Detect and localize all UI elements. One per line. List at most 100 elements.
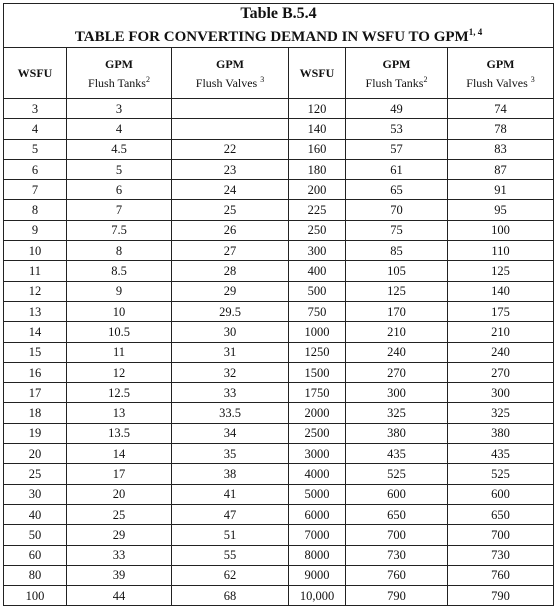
cell-gpm-flush-valves: 51 — [171, 524, 289, 546]
cell-gpm-flush-tanks-right: 85 — [345, 240, 448, 262]
cell-gpm-flush-tanks-right: 53 — [345, 118, 448, 140]
cell-wsfu-right: 9000 — [288, 564, 346, 587]
cell-gpm-flush-valves: 23 — [171, 158, 289, 181]
cell-gpm-flush-valves: 27 — [171, 240, 289, 262]
table-row: 8 7 25 225 70 95 — [3, 199, 555, 221]
header-wsfu-right: WSFU — [288, 47, 346, 99]
cell-wsfu: 8 — [3, 199, 67, 221]
cell-gpm-flush-tanks: 14 — [66, 443, 172, 465]
cell-wsfu-right: 1000 — [288, 321, 346, 343]
table-row: 19 13.5 34 2500 380 380 — [3, 422, 555, 445]
table-number: Table B.5.4 — [240, 5, 317, 22]
cell-gpm-flush-valves: 29 — [171, 280, 289, 302]
cell-gpm-flush-valves-right: 78 — [446, 118, 555, 140]
cell-gpm-flush-valves-right: 125 — [446, 260, 555, 282]
cell-gpm-flush-tanks-right: 730 — [345, 544, 448, 566]
cell-gpm-flush-tanks-right: 525 — [345, 463, 448, 485]
cell-gpm-flush-tanks-right: 760 — [345, 564, 448, 587]
table-row: 18 13 33.5 2000 325 325 — [3, 402, 555, 424]
cell-wsfu-right: 2500 — [288, 422, 346, 445]
cell-gpm-flush-tanks: 29 — [66, 524, 172, 546]
cell-wsfu-right: 1750 — [288, 382, 346, 404]
table-row: 9 7.5 26 250 75 100 — [3, 219, 555, 242]
cell-wsfu: 80 — [3, 564, 67, 587]
cell-gpm-flush-tanks-right: 270 — [345, 361, 448, 384]
cell-wsfu: 25 — [3, 463, 67, 485]
cell-wsfu-right: 7000 — [288, 524, 346, 546]
wsfu-to-gpm-table: Table B.5.4 TABLE FOR CONVERTING DEMAND … — [2, 3, 555, 606]
cell-wsfu-right: 200 — [288, 179, 346, 201]
cell-gpm-flush-valves-right: 100 — [446, 219, 555, 242]
cell-gpm-flush-tanks: 33 — [66, 544, 172, 566]
cell-gpm-flush-tanks: 39 — [66, 564, 172, 587]
cell-wsfu-right: 3000 — [288, 443, 346, 465]
cell-gpm-flush-tanks: 7 — [66, 199, 172, 221]
header-row: WSFU GPM Flush Tanks2 GPM Flush Valves 3… — [3, 47, 555, 99]
header-flush-valves-footnote: 3 — [530, 74, 535, 84]
cell-wsfu: 10 — [3, 240, 67, 262]
table-row: 80 39 62 9000 760 760 — [3, 564, 555, 587]
cell-gpm-flush-valves-right: 270 — [446, 361, 555, 384]
table-row: 12 9 29 500 125 140 — [3, 280, 555, 302]
cell-wsfu: 40 — [3, 503, 67, 526]
table-row: 13 10 29.5 750 170 175 — [3, 300, 555, 323]
cell-gpm-flush-valves: 26 — [171, 219, 289, 242]
cell-gpm-flush-valves-right: 325 — [446, 402, 555, 424]
cell-wsfu-right: 1250 — [288, 341, 346, 363]
cell-gpm-flush-valves: 47 — [171, 503, 289, 526]
cell-gpm-flush-tanks: 8 — [66, 240, 172, 262]
cell-gpm-flush-valves-right: 380 — [446, 422, 555, 445]
cell-gpm-flush-valves: 33 — [171, 382, 289, 404]
cell-gpm-flush-valves-right: 240 — [446, 341, 555, 363]
table-row: 5 4.5 22 160 57 83 — [3, 138, 555, 160]
cell-gpm-flush-tanks: 10 — [66, 300, 172, 323]
cell-gpm-flush-tanks: 17 — [66, 463, 172, 485]
cell-wsfu: 19 — [3, 422, 67, 445]
cell-wsfu-right: 160 — [288, 138, 346, 160]
cell-gpm-flush-tanks-right: 240 — [345, 341, 448, 363]
header-gpm-label: GPM — [486, 56, 515, 71]
header-wsfu-left: WSFU — [3, 47, 67, 99]
cell-gpm-flush-tanks: 25 — [66, 503, 172, 526]
cell-gpm-flush-tanks-right: 57 — [345, 138, 448, 160]
header-flush-valves-label: Flush Valves — [195, 75, 258, 90]
cell-gpm-flush-valves: 30 — [171, 321, 289, 343]
cell-wsfu: 20 — [3, 443, 67, 465]
cell-gpm-flush-tanks-right: 600 — [345, 483, 448, 505]
cell-gpm-flush-valves-right: 95 — [446, 199, 555, 221]
cell-gpm-flush-valves-right: 525 — [446, 463, 555, 485]
header-gpm-label: GPM — [216, 56, 244, 71]
cell-gpm-flush-tanks-right: 105 — [345, 260, 448, 282]
cell-gpm-flush-valves-right: 435 — [446, 443, 555, 465]
table-heading-footnote: 1, 4 — [468, 27, 483, 37]
header-gpm-label: GPM — [382, 56, 411, 71]
cell-gpm-flush-tanks-right: 650 — [345, 503, 448, 526]
table-row: 17 12.5 33 1750 300 300 — [3, 382, 555, 404]
table-row: 40 25 47 6000 650 650 — [3, 503, 555, 526]
table-title: Table B.5.4 TABLE FOR CONVERTING DEMAND … — [2, 3, 555, 48]
cell-gpm-flush-tanks-right: 435 — [345, 443, 448, 465]
table-body: 3 3 120 49 74 4 4 140 53 78 5 4.5 22 160 57 83 6 5 23 180 61… — [3, 97, 555, 606]
cell-wsfu-right: 400 — [288, 260, 346, 282]
wsfu-to-gpm-table-container: Table B.5.4 TABLE FOR CONVERTING DEMAND … — [2, 3, 555, 606]
cell-gpm-flush-valves: 28 — [171, 260, 289, 282]
header-flush-valves-footnote: 3 — [260, 74, 265, 84]
cell-wsfu: 14 — [3, 321, 67, 343]
table-row: 4 4 140 53 78 — [3, 118, 555, 140]
cell-wsfu: 5 — [3, 138, 67, 160]
table-row: 20 14 35 3000 435 435 — [3, 443, 555, 465]
cell-gpm-flush-tanks: 9 — [66, 280, 172, 302]
cell-gpm-flush-valves: 41 — [171, 483, 289, 505]
table-heading: TABLE FOR CONVERTING DEMAND IN WSFU TO G… — [4, 23, 553, 46]
cell-gpm-flush-valves: 24 — [171, 179, 289, 201]
cell-wsfu: 6 — [3, 158, 67, 181]
cell-gpm-flush-tanks: 3 — [66, 97, 172, 120]
cell-wsfu: 30 — [3, 483, 67, 505]
cell-gpm-flush-valves-right: 83 — [446, 138, 555, 160]
cell-wsfu-right: 5000 — [288, 483, 346, 505]
cell-wsfu-right: 225 — [288, 199, 346, 221]
cell-gpm-flush-tanks-right: 790 — [345, 585, 448, 606]
cell-gpm-flush-valves-right: 210 — [446, 321, 555, 343]
cell-wsfu: 4 — [3, 118, 67, 140]
cell-gpm-flush-tanks-right: 380 — [345, 422, 448, 445]
